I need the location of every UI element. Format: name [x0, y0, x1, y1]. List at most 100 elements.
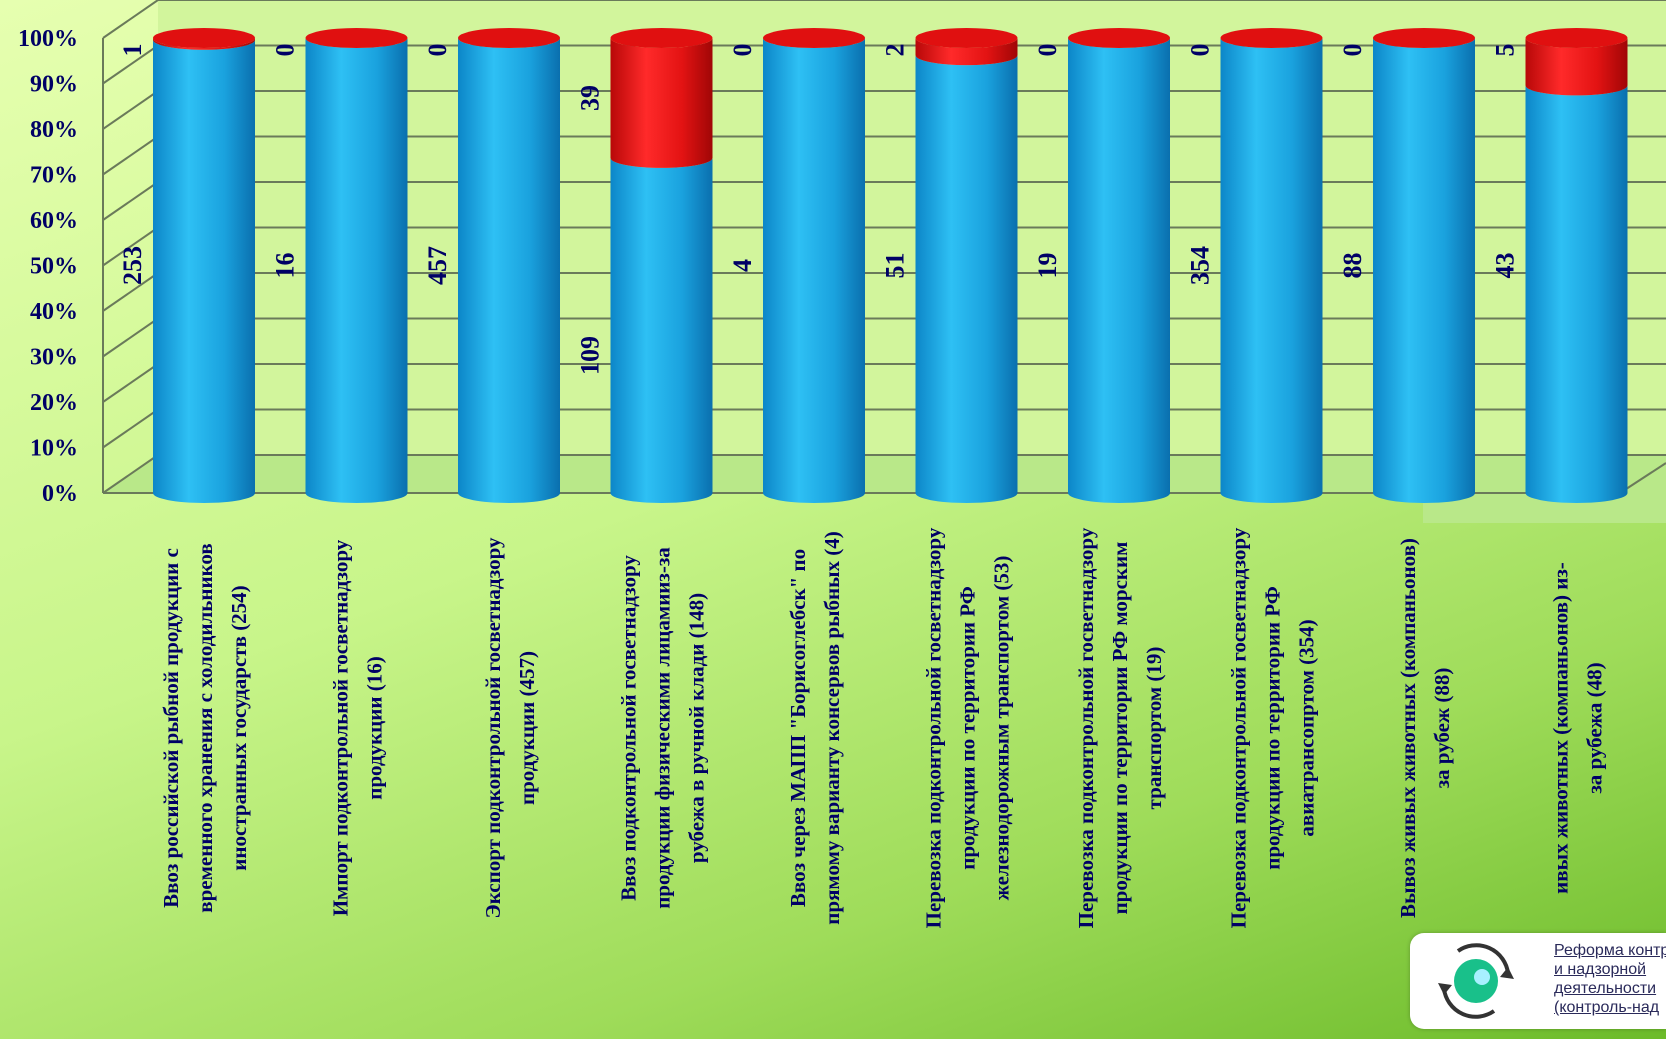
logo-badge[interactable]: Реформа контр и надзорной деятельности (…: [1410, 933, 1666, 1029]
data-label-red: 0: [728, 44, 757, 57]
bar-blue-body: [1373, 38, 1475, 503]
grid-line-diagonal: [102, 317, 159, 358]
y-tick-label: 20%: [30, 390, 78, 416]
category-label: Вывоз живых животных (компаньонов) за руб…: [1396, 538, 1454, 918]
bar-blue-body: [763, 38, 865, 503]
category-label-line: продукции физическими лицамииз-за: [651, 547, 675, 909]
bar-blue-body: [1068, 38, 1170, 503]
bar-blue: [763, 28, 865, 503]
y-tick-label: 10%: [30, 436, 78, 462]
data-label-red: 2: [881, 44, 910, 57]
y-tick-label: 80%: [30, 117, 78, 143]
bar-blue-body: [1525, 85, 1628, 503]
category-label-line: продукции (457): [515, 651, 539, 805]
data-label-red: 0: [1338, 44, 1367, 57]
category-label-line: ивых животных (компаньонов) из-: [1549, 562, 1573, 894]
bar-blue-body: [915, 55, 1018, 504]
grid-line-diagonal: [102, 408, 159, 449]
category-label-line: транспортом (19): [1142, 647, 1166, 810]
category-label-line: Перевозка подконтрольной госветнадзору: [1074, 527, 1098, 928]
category-label-line: авиатрансопртом (354): [1295, 619, 1319, 836]
category-label-line: продукции по территории РФ: [956, 586, 980, 870]
bar-blue: [1068, 28, 1170, 503]
category-label-line: Перевозка подконтрольной госветнадзору: [922, 527, 946, 928]
grid-line-diagonal: [102, 272, 159, 312]
category-label-line: продукции (16): [363, 656, 387, 799]
grid-line-diagonal: [102, 135, 159, 176]
bar-blue: [915, 55, 1018, 504]
y-tick-label: 0%: [42, 481, 78, 507]
y-tick-label: 100%: [18, 26, 78, 52]
bar-red-top: [610, 28, 713, 48]
grid-line-diagonal: [102, 454, 159, 494]
bar-red-top: [153, 28, 255, 48]
y-tick-label: 40%: [30, 299, 78, 325]
logo-text[interactable]: Реформа контр и надзорной деятельности (…: [1554, 941, 1666, 1017]
data-label-blue: 4: [728, 259, 757, 272]
bar-blue-top: [458, 28, 560, 48]
data-label-red: 1: [118, 44, 147, 57]
bar-red-body: [1525, 38, 1628, 96]
chart-bars: 253 1 16 0 457 0 109 39 4 0 51 2 19 0 354 0 88 0 43 5: [118, 28, 1628, 504]
data-label-red: 5: [1491, 44, 1520, 57]
category-label: Перевозка подконтрольной госветнадзору пр…: [922, 527, 1014, 928]
y-tick-label: 30%: [30, 345, 78, 371]
bar-red: [915, 28, 1018, 66]
data-label-blue: 16: [271, 253, 300, 279]
category-label-line: Ввоз через МАПП "Борисоглебск" по: [786, 549, 810, 907]
grid-line-diagonal: [102, 363, 159, 403]
logo-line[interactable]: деятельности: [1554, 980, 1657, 997]
category-label-line: Ввоз подконтрольной госветнадзору: [617, 555, 641, 901]
logo-line[interactable]: Реформа контр: [1554, 942, 1666, 959]
eye-cycle-icon: [1438, 943, 1514, 1019]
logo-line[interactable]: и надзорной: [1554, 961, 1647, 978]
bar-red: [610, 28, 713, 168]
y-tick-label: 70%: [30, 163, 78, 189]
data-label-red: 0: [1033, 44, 1062, 57]
data-label-blue: 253: [118, 246, 147, 285]
category-label-line: Перевозка подконтрольной госветнадзору: [1227, 527, 1251, 928]
category-label-line: рубежа в ручной клади (148): [685, 593, 709, 863]
bar-blue-top: [1373, 28, 1475, 48]
category-label-line: временного хранения с холодильников: [193, 543, 217, 912]
category-label-line: Ввоз российской рыбной продукции с: [159, 548, 183, 908]
logo-line[interactable]: (контроль-над: [1554, 999, 1660, 1016]
bar-red-body: [153, 38, 255, 50]
bar-blue-body: [1220, 38, 1323, 503]
category-label: Экспорт подконтрольной госветнадзору прод…: [481, 537, 539, 919]
bar-red-body: [915, 38, 1018, 66]
data-label-red: 39: [576, 85, 605, 111]
bar-blue: [458, 28, 560, 503]
bar-blue: [1373, 28, 1475, 503]
grid-line-diagonal: [102, 90, 159, 130]
category-label: Ввоз российской рыбной продукции с времен…: [159, 543, 251, 912]
grid-line-diagonal: [102, 181, 159, 221]
grid-line-diagonal: [102, 0, 159, 39]
category-label-line: железнодорожным транспортом (53): [990, 556, 1014, 901]
data-label-blue: 43: [1491, 253, 1520, 279]
category-label: Перевозка подконтрольной госветнадзору пр…: [1074, 527, 1166, 928]
bar-red-body: [610, 38, 713, 168]
category-label-line: прямому варианту консервов рыбных (4): [820, 531, 844, 924]
bar-red-top: [915, 28, 1018, 48]
y-tick-label: 60%: [30, 208, 78, 234]
category-label-line: за рубежа (48): [1583, 662, 1607, 793]
y-tick-label: 90%: [30, 72, 78, 98]
bar-blue: [305, 28, 408, 503]
bar-blue-top: [763, 28, 865, 48]
category-label: Ввоз подконтрольной госветнадзору продукц…: [617, 547, 709, 909]
data-label-blue: 88: [1338, 253, 1367, 279]
bar-blue-body: [305, 38, 408, 503]
category-label-line: продукции по территории РФ: [1261, 586, 1285, 870]
category-label: ивых животных (компаньонов) из-за рубежа…: [1549, 562, 1607, 894]
bar-blue-body: [610, 157, 713, 503]
category-label-line: за рубеж (88): [1430, 668, 1454, 789]
y-tick-label: 50%: [30, 254, 78, 280]
category-label-line: Импорт подконтрольной госветнадзору: [329, 539, 353, 916]
data-label-red: 0: [271, 44, 300, 57]
bar-blue-body: [153, 39, 255, 503]
bar-red-top: [1525, 28, 1628, 48]
bar-red: [153, 28, 255, 50]
bar-blue-top: [1068, 28, 1170, 48]
category-label-line: иностранных государств (254): [227, 585, 251, 870]
